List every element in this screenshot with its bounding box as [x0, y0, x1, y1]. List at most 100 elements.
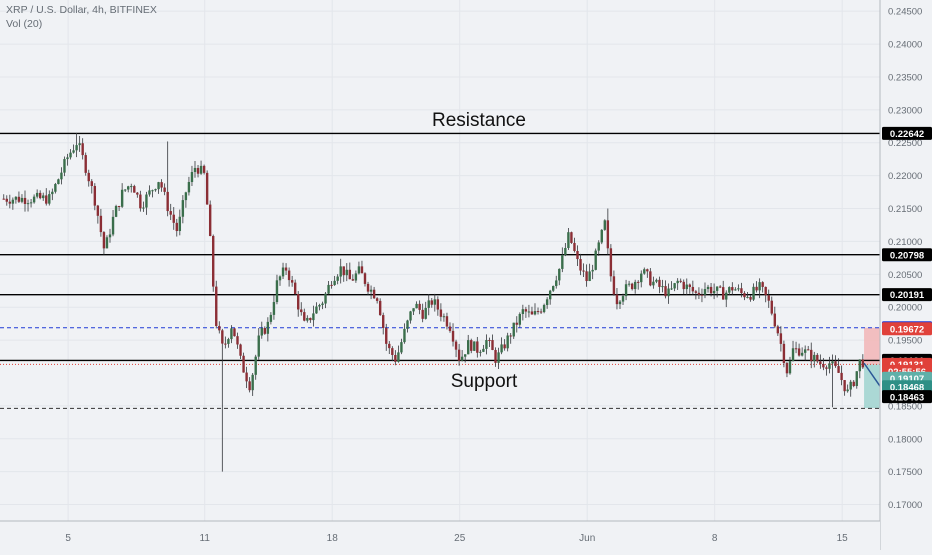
- price-badge-label: 0.19107: [890, 374, 924, 385]
- candle-up: [114, 206, 118, 217]
- candle-down: [248, 381, 251, 391]
- candle-down: [233, 328, 236, 337]
- candle-up: [120, 189, 124, 207]
- candle-down: [457, 349, 461, 361]
- price-tick-label: 0.17000: [888, 500, 922, 511]
- candle-up: [661, 286, 664, 288]
- candle-up: [35, 192, 39, 197]
- candle-up: [652, 281, 655, 286]
- time-tick-label: 8: [712, 533, 718, 544]
- candle-down: [175, 222, 178, 232]
- candle-up: [746, 296, 749, 298]
- position-zones[interactable]: [864, 327, 880, 408]
- candle-up: [500, 344, 503, 353]
- candle-up: [190, 172, 194, 183]
- candle-down: [166, 191, 169, 212]
- candle-up: [281, 267, 285, 277]
- candle-up: [157, 182, 160, 190]
- candle-up: [706, 286, 710, 290]
- price-tick-label: 0.22500: [888, 138, 922, 149]
- time-axis-panel[interactable]: [0, 521, 880, 550]
- candle-up: [567, 232, 570, 248]
- candle-up: [75, 145, 78, 151]
- candle-up: [178, 216, 182, 232]
- candle-down: [196, 167, 200, 174]
- candle-down: [205, 172, 209, 205]
- time-tick-label: 15: [837, 533, 849, 544]
- candle-down: [740, 288, 743, 294]
- candle-down: [630, 283, 634, 290]
- candle-up: [266, 321, 270, 334]
- candle-down: [136, 192, 139, 195]
- candle-down: [445, 316, 449, 327]
- candle-down: [93, 185, 97, 206]
- candle-down: [852, 381, 855, 387]
- candle-up: [130, 186, 133, 188]
- candle-down: [102, 232, 106, 249]
- candle-down: [375, 298, 379, 301]
- candle-up: [737, 288, 740, 290]
- candle-down: [351, 279, 355, 281]
- candle-up: [315, 306, 318, 314]
- candle-up: [72, 150, 75, 153]
- candle-up: [521, 309, 525, 314]
- candle-up: [333, 280, 336, 286]
- price-tick-label: 0.18000: [888, 434, 922, 445]
- candle-up: [497, 352, 500, 363]
- candle-down: [797, 348, 801, 356]
- candle-down: [536, 311, 540, 313]
- candle-down: [139, 194, 142, 209]
- time-tick-label: 25: [454, 533, 466, 544]
- time-tick-label: 5: [65, 533, 71, 544]
- candle-up: [148, 190, 151, 195]
- candle-down: [172, 214, 175, 223]
- volume-indicator-label[interactable]: Vol (20): [6, 18, 42, 30]
- candle-up: [32, 196, 36, 203]
- candle-up: [14, 196, 18, 200]
- candle-up: [278, 276, 282, 281]
- price-tick-label: 0.18500: [888, 401, 922, 412]
- price-axis-panel[interactable]: [880, 0, 932, 550]
- candle-down: [825, 367, 828, 369]
- candle-down: [394, 354, 397, 362]
- candle-up: [424, 307, 427, 319]
- candle-down: [682, 281, 685, 290]
- candle-up: [354, 273, 358, 281]
- candle-up: [108, 234, 112, 238]
- candle-up: [54, 184, 57, 192]
- stop-loss-zone[interactable]: [864, 327, 880, 365]
- candle-down: [309, 317, 312, 321]
- take-profit-zone[interactable]: [864, 364, 880, 408]
- candle-up: [257, 335, 260, 357]
- candles: [2, 132, 865, 472]
- candle-down: [697, 292, 701, 295]
- candle-down: [84, 155, 87, 173]
- price-badge: [882, 288, 932, 302]
- horizontal-levels[interactable]: [0, 132, 880, 409]
- candle-down: [861, 359, 865, 368]
- candle-down: [637, 281, 640, 283]
- candle-up: [655, 279, 658, 282]
- candle-down: [284, 267, 288, 271]
- candle-up: [813, 354, 816, 362]
- candle-down: [609, 248, 613, 277]
- price-badge: [882, 322, 932, 336]
- candle-down: [494, 349, 497, 363]
- candle-up: [20, 197, 24, 202]
- candle-up: [527, 311, 531, 313]
- candle-down: [418, 303, 421, 310]
- candle-up: [670, 288, 673, 290]
- candle-down: [45, 195, 48, 204]
- candle-up: [57, 179, 60, 185]
- candle-up: [321, 303, 324, 306]
- candle-down: [90, 181, 93, 186]
- candle-up: [272, 302, 276, 315]
- candle-down: [245, 372, 248, 382]
- support-label: Support: [451, 371, 518, 392]
- candle-up: [473, 341, 476, 351]
- time-tick-label: 18: [327, 533, 339, 544]
- candle-up: [145, 194, 148, 208]
